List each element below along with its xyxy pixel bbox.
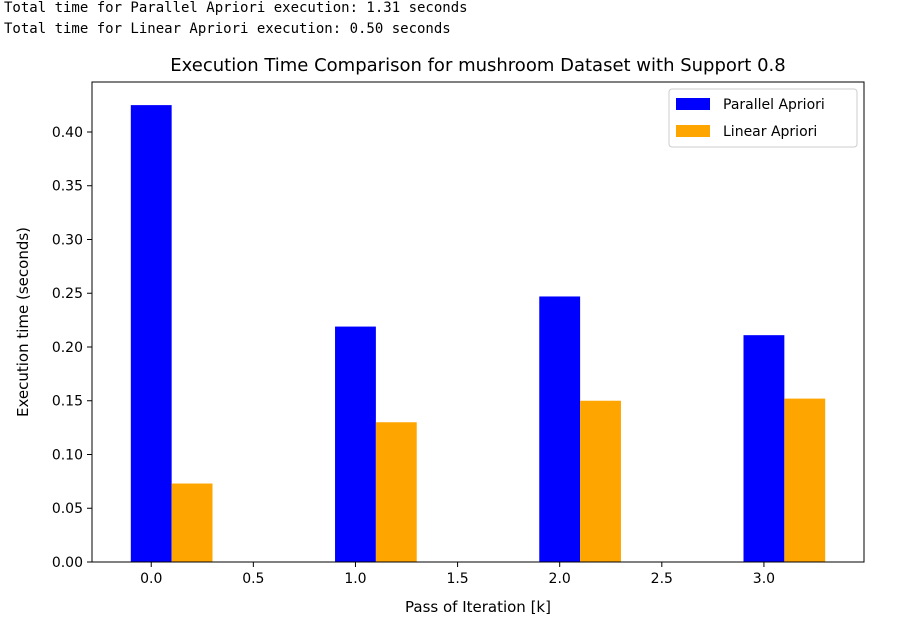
y-tick-label: 0.40: [52, 125, 83, 141]
bar-linear-apriori-1: [375, 422, 417, 562]
x-axis-ticks: 0.0 0.5 1.0 1.5 2.0 2.5 3.0: [140, 562, 775, 587]
bar-group: [130, 105, 826, 562]
y-tick-label: 0.00: [52, 555, 83, 571]
bar-parallel-apriori-3: [743, 335, 785, 562]
y-tick-label: 0.10: [52, 447, 83, 463]
y-tick-label: 0.05: [52, 501, 83, 517]
y-axis-label: Execution time (seconds): [14, 227, 32, 417]
x-tick-label: 0.5: [242, 571, 264, 587]
bar-linear-apriori-3: [784, 398, 826, 562]
bar-parallel-apriori-2: [539, 296, 581, 562]
y-tick-label: 0.15: [52, 394, 83, 410]
x-tick-label: 2.5: [651, 571, 673, 587]
y-tick-label: 0.20: [52, 340, 83, 356]
x-tick-label: 3.0: [753, 571, 775, 587]
x-axis-label: Pass of Iteration [k]: [405, 598, 551, 616]
legend-swatch-linear-apriori: [676, 125, 710, 137]
chart-title: Execution Time Comparison for mushroom D…: [170, 55, 785, 76]
legend: Parallel Apriori Linear Apriori: [668, 88, 858, 148]
bar-parallel-apriori-0: [130, 105, 172, 562]
legend-frame: [668, 88, 858, 148]
y-axis-ticks: 0.00 0.05 0.10 0.15 0.20 0.25 0.30 0.35 0.40: [52, 125, 92, 571]
plot-frame: [91, 81, 865, 563]
bar-linear-apriori-2: [580, 400, 621, 562]
y-tick-label: 0.35: [52, 179, 83, 195]
x-tick-label: 2.0: [549, 571, 571, 587]
x-tick-label: 1.5: [446, 571, 468, 587]
bar-parallel-apriori-1: [335, 326, 376, 562]
output-line-linear-total: Total time for Linear Apriori execution:…: [4, 21, 451, 37]
legend-swatch-parallel-apriori: [676, 98, 710, 110]
output-line-parallel-total: Total time for Parallel Apriori executio…: [4, 0, 468, 16]
y-tick-label: 0.30: [52, 232, 83, 248]
legend-label-linear-apriori: Linear Apriori: [723, 124, 817, 140]
legend-label-parallel-apriori: Parallel Apriori: [723, 97, 825, 113]
y-tick-label: 0.25: [52, 286, 83, 302]
x-tick-label: 0.0: [140, 571, 162, 587]
x-tick-label: 1.0: [344, 571, 366, 587]
bar-linear-apriori-0: [171, 483, 213, 562]
